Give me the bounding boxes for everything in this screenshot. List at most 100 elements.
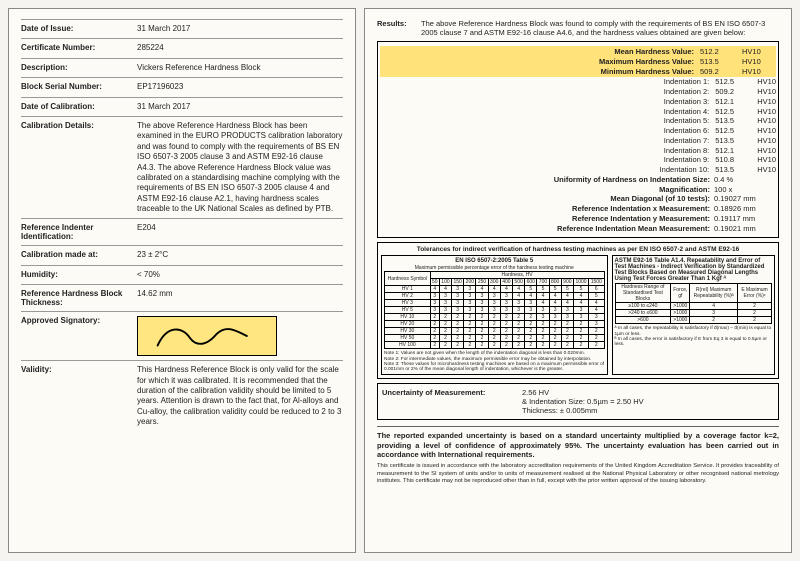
indentation-value: 510.8 (715, 155, 757, 165)
field-value: 23 ± 2°C (137, 250, 343, 260)
indentation-line: Indentation 2:509.2HV10 (380, 87, 776, 97)
footer-accreditation-note: This certificate is issued in accordance… (377, 463, 779, 485)
field-label: Validity: (21, 365, 129, 427)
indentation-unit: HV10 (757, 97, 776, 107)
indentation-label: Indentation 3: (664, 97, 715, 107)
tolerance-table-astm: ASTM E92-16 Table A1.4. Repeatability an… (612, 255, 776, 375)
field-label: Description: (21, 63, 129, 73)
tol-left-table: Hardness SymbolHardness, HV5010015020025… (384, 271, 605, 349)
field-value: 31 March 2017 (137, 24, 343, 34)
indentation-value: 512.5 (715, 126, 757, 136)
indentation-line: Indentation 1:512.5HV10 (380, 77, 776, 87)
indentation-line: Indentation 3:512.1HV10 (380, 97, 776, 107)
field-value: < 70% (137, 270, 343, 280)
indentation-label: Indentation 8: (664, 146, 715, 156)
indentation-value: 512.1 (715, 97, 757, 107)
field-value: Vickers Reference Hardness Block (137, 63, 343, 73)
field-label: Reference Hardness Block Thickness: (21, 289, 129, 307)
indentation-value: 513.5 (715, 116, 757, 126)
results-box: Mean Hardness Value:512.2HV10Maximum Har… (377, 41, 779, 238)
tol-left-sub: Maximum permissible percentage error of … (384, 265, 605, 271)
uncertainty-value: 2.56 HV& Indentation Size: 0.5µm = 2.50 … (522, 388, 774, 415)
indentation-value: 509.2 (715, 87, 757, 97)
ref-label: Uniformity of Hardness on Indentation Si… (380, 175, 714, 185)
footer-uncertainty-note: The reported expanded uncertainty is bas… (377, 431, 779, 459)
indentation-line: Indentation 6:512.5HV10 (380, 126, 776, 136)
ref-line: Uniformity of Hardness on Indentation Si… (380, 175, 776, 185)
field-row: Date of Calibration:31 March 2017 (21, 97, 343, 116)
indentations-list: Indentation 1:512.5HV10Indentation 2:509… (380, 77, 776, 175)
indentation-value: 512.1 (715, 146, 757, 156)
field-row: Humidity: < 70% (21, 265, 343, 284)
indentation-unit: HV10 (757, 146, 776, 156)
field-value: This Hardness Reference Block is only va… (137, 365, 343, 427)
ref-line: Magnification:100 x (380, 185, 776, 195)
certificate-fields: Date of Issue:31 March 2017 Certificate N… (21, 19, 343, 432)
field-value (137, 316, 343, 356)
field-value: 285224 (137, 43, 343, 53)
field-row: Date of Issue:31 March 2017 (21, 19, 343, 38)
indentation-unit: HV10 (757, 107, 776, 117)
field-value: E204 (137, 223, 343, 241)
indentation-label: Indentation 4: (664, 107, 715, 117)
results-header: Results: The above Reference Hardness Bl… (377, 19, 779, 37)
indentation-value: 512.5 (715, 77, 757, 87)
indentation-line: Indentation 10:513.5HV10 (380, 165, 776, 175)
field-row: Reference Indenter Identification: E204 (21, 218, 343, 245)
ref-label: Reference Indentation Mean Measurement: (380, 224, 714, 234)
indentation-label: Indentation 2: (664, 87, 715, 97)
stat-line: Minimum Hardness Value:509.2HV10 (380, 67, 776, 77)
ref-label: Reference Indentation x Measurement: (380, 204, 714, 214)
indentation-unit: HV10 (757, 155, 776, 165)
indentation-line: Indentation 9:510.8HV10 (380, 155, 776, 165)
field-label: Reference Indenter Identification: (21, 223, 129, 241)
ref-value: 0.19027 mm (714, 194, 776, 204)
field-row: Approved Signatory: (21, 311, 343, 360)
tol-right-table: Hardness Range of Standardised Test Bloc… (615, 283, 773, 324)
field-row: Calibration made at:23 ± 2°C (21, 245, 343, 264)
ref-line: Reference Indentation x Measurement:0.18… (380, 204, 776, 214)
ref-value: 0.18926 mm (714, 204, 776, 214)
signature-box (137, 316, 277, 356)
ref-value: 0.19021 mm (714, 224, 776, 234)
indentation-line: Indentation 8:512.1HV10 (380, 146, 776, 156)
ref-value: 0.4 % (714, 175, 776, 185)
indentation-label: Indentation 1: (664, 77, 715, 87)
stat-unit: HV10 (742, 47, 776, 57)
certificate-left-page: Date of Issue:31 March 2017 Certificate N… (8, 8, 356, 553)
indentation-label: Indentation 7: (664, 136, 715, 146)
indentation-unit: HV10 (757, 116, 776, 126)
tolerance-table-en: EN ISO 6507-2:2005 Table 5 Maximum permi… (381, 255, 608, 375)
indentation-unit: HV10 (757, 136, 776, 146)
field-value: 14.62 mm (137, 289, 343, 307)
field-row: Validity:This Hardness Reference Block i… (21, 360, 343, 431)
tol-right-notes: ᴬ In all cases, the repeatability is sat… (615, 326, 773, 347)
tolerance-box: Tolerances for indirect verification of … (377, 242, 779, 379)
indentation-unit: HV10 (757, 126, 776, 136)
tolerance-title: Tolerances for indirect verification of … (381, 246, 775, 253)
stat-label: Minimum Hardness Value: (601, 67, 700, 77)
stat-value: 513.5 (700, 57, 742, 67)
indentation-value: 513.5 (715, 165, 757, 175)
field-label: Certificate Number: (21, 43, 129, 53)
stats-highlight: Mean Hardness Value:512.2HV10Maximum Har… (380, 46, 776, 77)
ref-label: Mean Diagonal (of 10 tests): (380, 194, 714, 204)
ref-value: 100 x (714, 185, 776, 195)
field-row: Description: Vickers Reference Hardness B… (21, 58, 343, 77)
indentation-unit: HV10 (757, 165, 776, 175)
tol-right-title: ASTM E92-16 Table A1.4. Repeatability an… (615, 258, 773, 282)
indentation-label: Indentation 5: (664, 116, 715, 126)
uncertainty-box: Uncertainty of Measurement: 2.56 HV& Ind… (377, 383, 779, 420)
stat-line: Mean Hardness Value:512.2HV10 (380, 47, 776, 57)
field-value: EP17196023 (137, 82, 343, 92)
stat-unit: HV10 (742, 67, 776, 77)
field-label: Date of Calibration: (21, 102, 129, 112)
indentation-label: Indentation 10: (660, 165, 716, 175)
field-label: Humidity: (21, 270, 129, 280)
field-label: Calibration Details: (21, 121, 129, 215)
stat-value: 512.2 (700, 47, 742, 57)
ref-line: Mean Diagonal (of 10 tests):0.19027 mm (380, 194, 776, 204)
ref-label: Reference Indentation y Measurement: (380, 214, 714, 224)
stat-value: 509.2 (700, 67, 742, 77)
results-text: The above Reference Hardness Block was f… (421, 19, 779, 37)
